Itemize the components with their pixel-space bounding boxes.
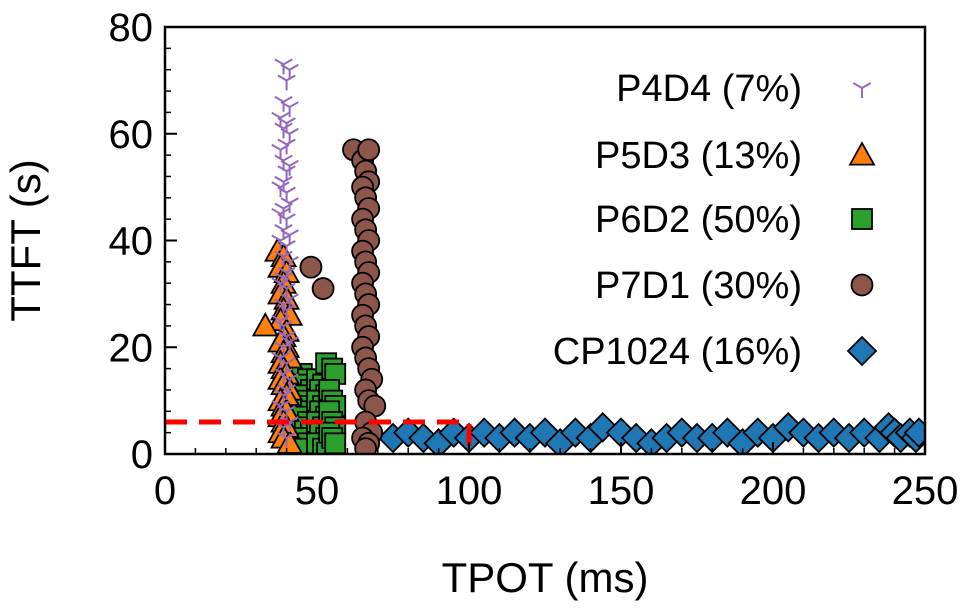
axes-ticks: 0 50 100 150 200 250 0 20 40 60 80: [109, 6, 959, 513]
y-tick-label: 40: [109, 220, 154, 264]
y-tick-label: 0: [131, 433, 153, 477]
data-point: [280, 159, 299, 176]
legend-marker: [848, 141, 876, 166]
x-tick-label: 100: [436, 469, 503, 513]
x-tick-label: 250: [892, 469, 959, 513]
y-tick-label: 80: [109, 6, 154, 50]
data-point: [274, 298, 293, 315]
y-tick-label: 60: [109, 113, 154, 157]
legend-label: P7D1 (30%): [595, 265, 802, 307]
data-point: [311, 277, 335, 300]
series-p6d2: [290, 352, 347, 454]
series-cp1024: [377, 412, 925, 454]
legend-marker: [850, 273, 874, 297]
legend: P4D4 (7%) P5D3 (13%) P6D2 (50%) P7D1 (30%) C…: [553, 68, 878, 373]
legend-label: P6D2 (50%): [595, 199, 802, 241]
x-tick-label: 50: [295, 469, 340, 513]
data-point: [357, 138, 381, 162]
data-point: [354, 437, 378, 454]
series-p4d4: [271, 58, 299, 448]
x-tick-label: 0: [154, 469, 176, 513]
y-tick-label: 20: [109, 326, 154, 370]
data-point: [271, 314, 290, 331]
legend-marker: [852, 82, 872, 98]
x-axis-title: TPOT (ms): [442, 554, 649, 601]
data-point: [299, 255, 323, 279]
x-tick-label: 150: [588, 469, 655, 513]
legend-label: P4D4 (7%): [616, 68, 802, 110]
data-point: [903, 417, 925, 448]
series-p7d1: [299, 138, 387, 454]
data-points-group: [251, 58, 925, 454]
data-point: [280, 101, 299, 118]
data-point: [277, 384, 296, 400]
legend-marker: [851, 208, 873, 230]
data-point: [324, 432, 347, 454]
y-axis-title: TTFT (s): [2, 159, 49, 322]
data-point: [277, 74, 296, 91]
x-tick-label: 200: [740, 469, 807, 513]
data-point: [277, 165, 296, 182]
data-point: [277, 432, 296, 448]
legend-label: CP1024 (16%): [553, 331, 802, 373]
legend-marker: [846, 335, 878, 367]
data-point: [251, 312, 279, 337]
data-layer: [251, 58, 925, 454]
legend-label: P5D3 (13%): [595, 135, 802, 177]
